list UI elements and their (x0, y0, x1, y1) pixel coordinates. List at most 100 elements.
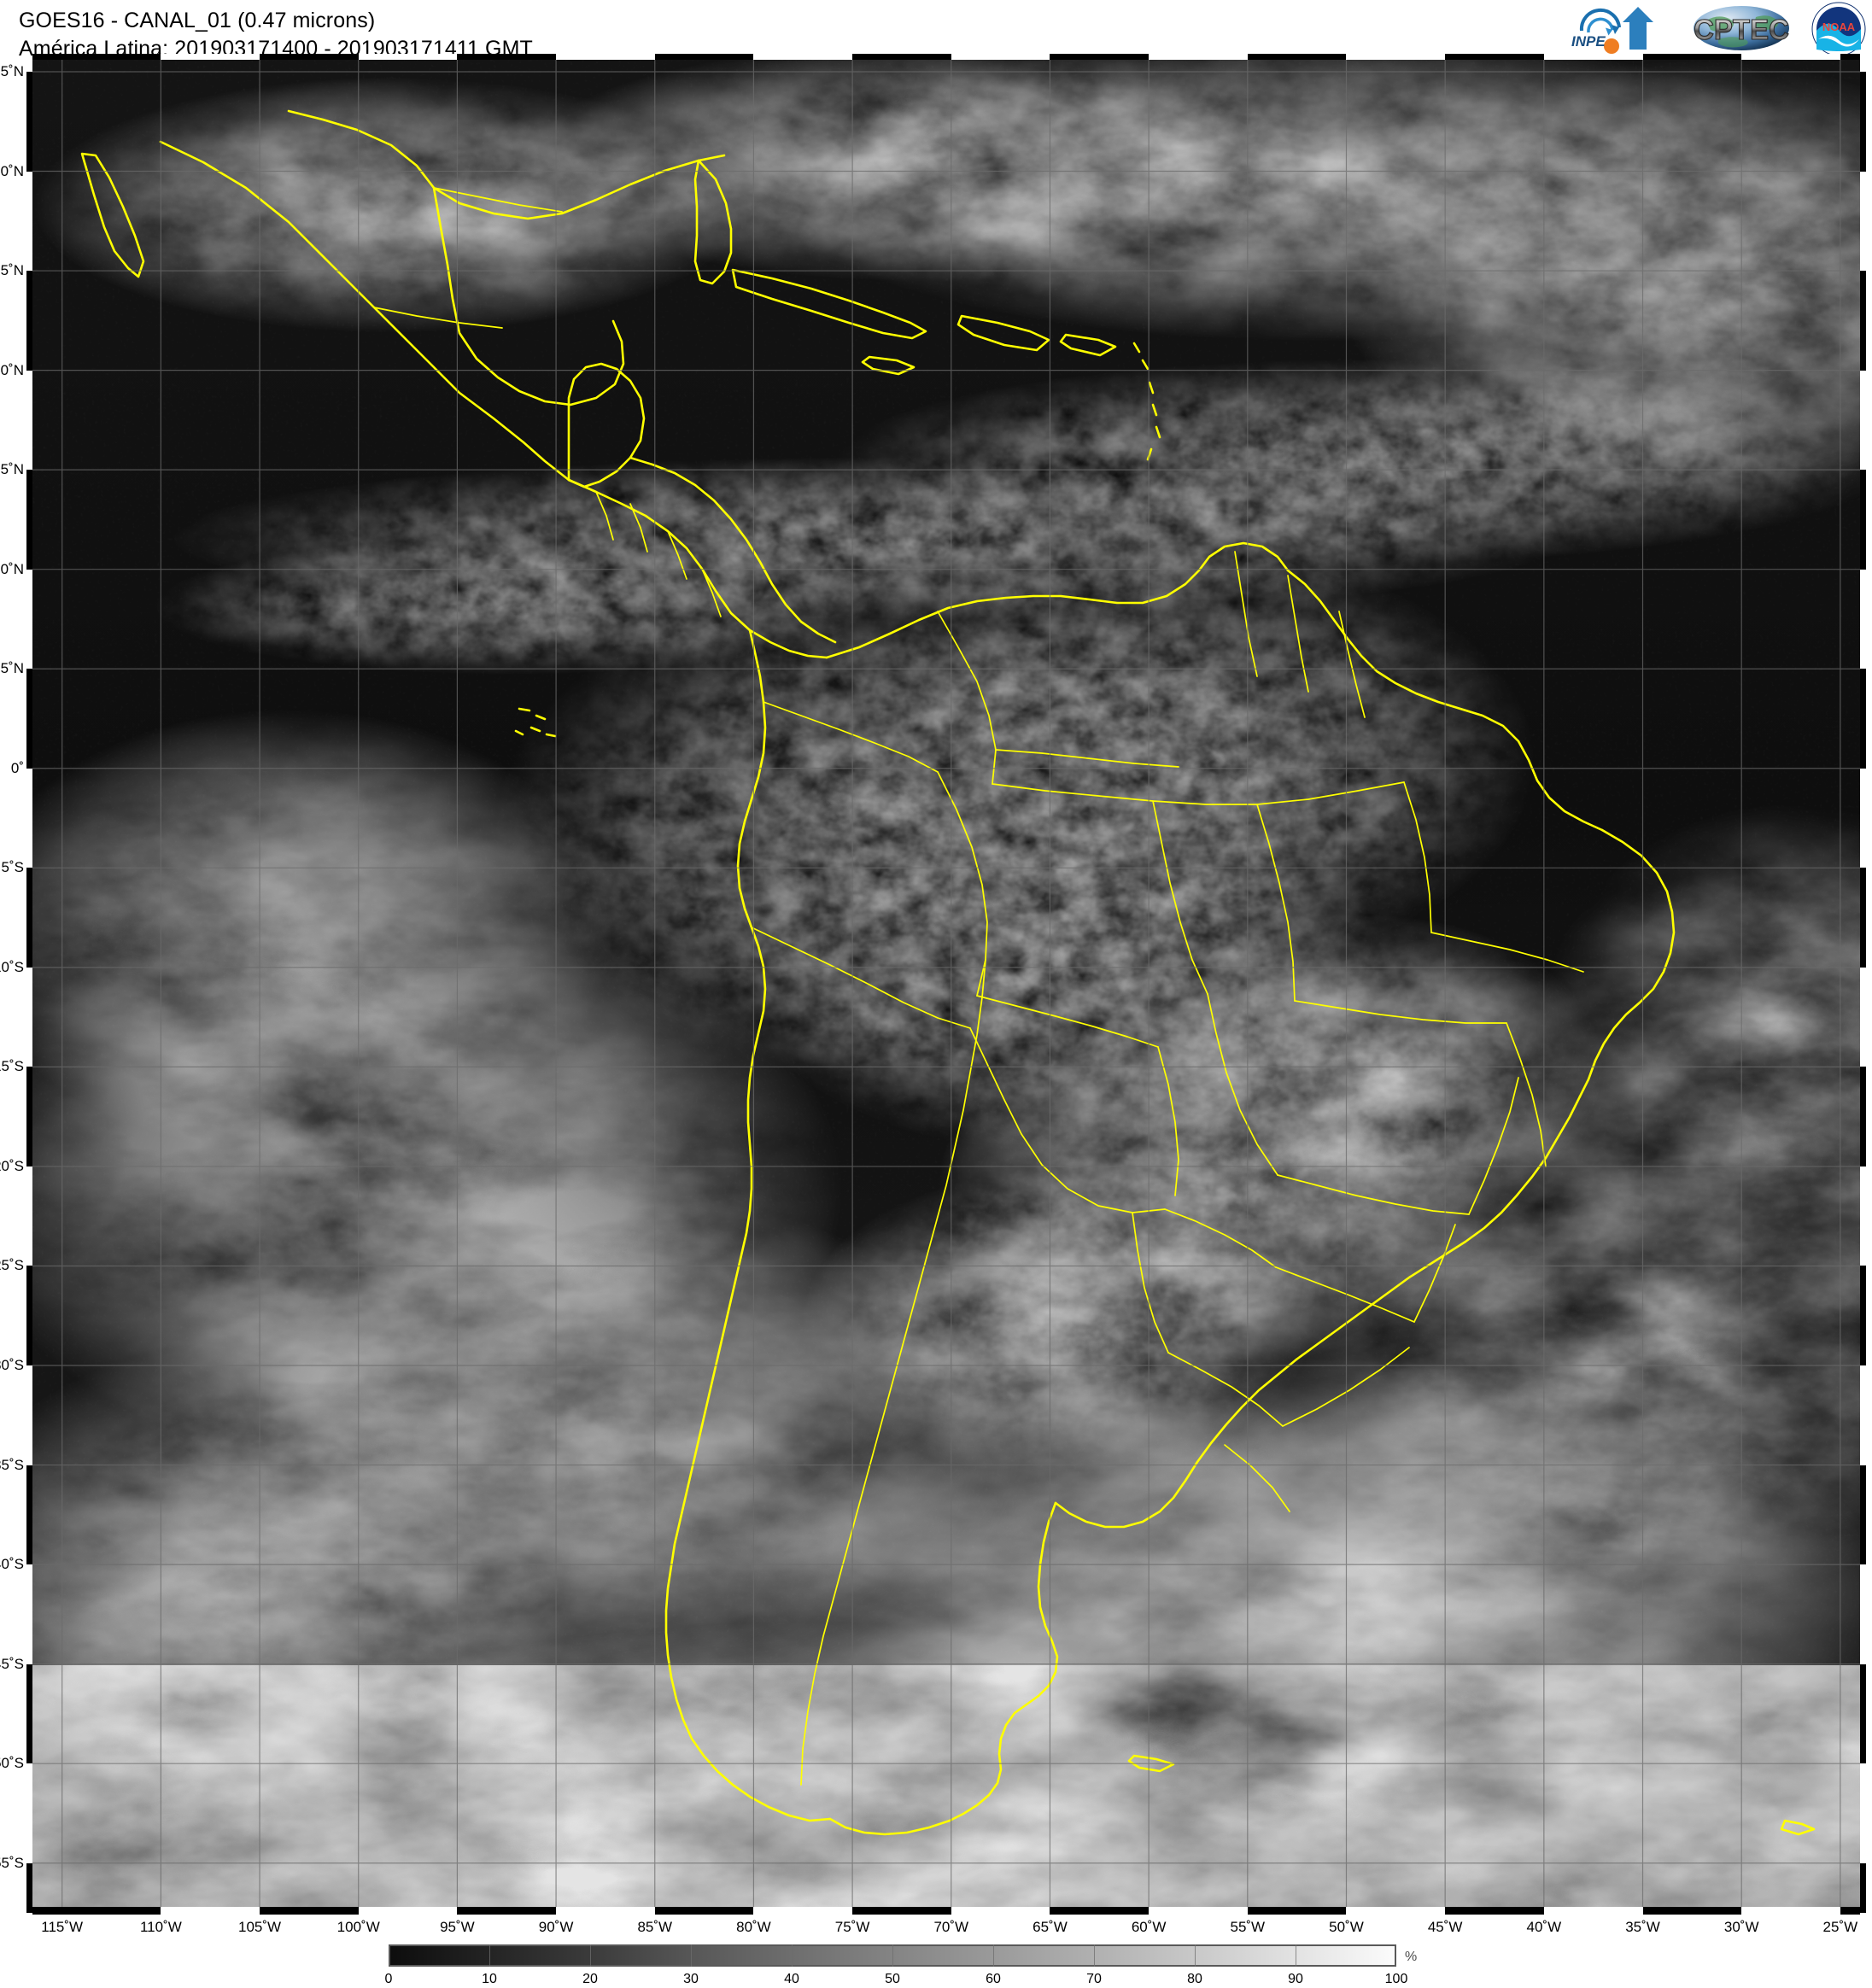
tick-segment (1860, 1862, 1866, 1913)
colorbar-tickmarks (389, 1944, 1396, 1967)
colorbar-tick-label: 20 (582, 1972, 598, 1986)
latitude-label: 10˚S (0, 958, 24, 975)
longitude-label: 80˚W (736, 1919, 771, 1935)
tick-segment (1860, 868, 1866, 968)
tick-segment (1050, 54, 1150, 60)
colorbar-tick-label: 90 (1288, 1972, 1303, 1986)
colorbar-tick (792, 1944, 793, 1967)
longitude-label: 115˚W (41, 1919, 84, 1935)
colorbar-unit-label: % (1405, 1950, 1418, 1964)
tick-segment (1860, 271, 1866, 371)
tick-segment (1642, 1907, 1742, 1915)
longitude-label: 90˚W (538, 1919, 574, 1935)
latitude-label: 0˚ (10, 759, 24, 776)
satellite-image-canvas (32, 60, 1860, 1913)
latitude-label: 10˚N (0, 560, 24, 577)
tick-segment (26, 1862, 32, 1913)
latitude-label: 15˚N (0, 461, 24, 478)
cloud-fields (32, 60, 1860, 1913)
tick-segment (32, 54, 62, 60)
colorbar-tick (489, 1944, 490, 1967)
tick-segment (1860, 1266, 1866, 1365)
colorbar-tick-label: 60 (986, 1972, 1001, 1986)
longitude-label: 110˚W (139, 1919, 182, 1935)
tick-segment (1445, 1907, 1544, 1915)
tick-segment (1247, 1907, 1347, 1915)
colorbar-tick-label: 100 (1384, 1972, 1408, 1986)
tick-segment (654, 54, 754, 60)
colorbar-tick-label: 30 (683, 1972, 699, 1986)
latitude-label: 30˚S (0, 1357, 24, 1374)
colorbar-tick-label: 50 (885, 1972, 900, 1986)
tick-segment (852, 54, 951, 60)
tick-segment (61, 54, 161, 60)
noaa-logo-text: NOAA (1822, 20, 1856, 33)
tick-segment (1840, 1907, 1860, 1915)
colorbar-tick (993, 1944, 994, 1967)
colorbar-tick-label: 80 (1187, 1972, 1202, 1986)
latitude-label: 35˚S (0, 1456, 24, 1473)
cptec-logo: CPTEC (1694, 6, 1789, 50)
tick-segment (61, 1907, 161, 1915)
axis-tickbar-bottom (32, 1907, 1860, 1915)
tick-segment (1642, 54, 1742, 60)
tick-segment (260, 54, 359, 60)
satellite-map[interactable] (32, 60, 1860, 1913)
latitude-label: 15˚S (0, 1058, 24, 1075)
colorbar[interactable] (389, 1944, 1396, 1967)
inpe-logo: INPE (1571, 7, 1653, 54)
colorbar-tick (1195, 1944, 1196, 1967)
inpe-logo-text: INPE (1571, 33, 1606, 50)
colorbar-tick-label: 70 (1086, 1972, 1102, 1986)
tick-segment (1050, 1907, 1150, 1915)
latitude-label: 25˚S (0, 1257, 24, 1274)
tick-segment (32, 1907, 62, 1915)
colorbar-tick (892, 1944, 893, 1967)
tick-segment (26, 71, 32, 172)
longitude-label: 60˚W (1131, 1919, 1167, 1935)
graticule (32, 60, 1860, 1913)
longitude-label: 75˚W (834, 1919, 870, 1935)
tick-segment (26, 868, 32, 968)
tick-segment (654, 1907, 754, 1915)
tick-segment (26, 271, 32, 371)
axis-tickbar-top (32, 54, 1860, 60)
noaa-logo: NOAA NATIONAL OCEANIC AND ATMOSPHERIC AD… (1811, 2, 1866, 56)
colorbar-tick (1094, 1944, 1095, 1967)
longitude-label: 55˚W (1230, 1919, 1266, 1935)
latitude-label: 35˚N (0, 62, 24, 79)
longitude-label: 100˚W (336, 1919, 380, 1935)
tick-segment (1445, 54, 1544, 60)
longitude-label: 65˚W (1033, 1919, 1068, 1935)
tick-segment (1247, 54, 1347, 60)
latitude-label: 5˚S (1, 859, 24, 876)
logo-group: INPE CPTEC (1570, 1, 1867, 57)
colorbar-tick-label: 10 (482, 1972, 497, 1986)
longitude-label: 105˚W (238, 1919, 282, 1935)
latitude-label: 30˚N (0, 162, 24, 179)
latitude-label: 50˚S (0, 1755, 24, 1772)
coastline-layer (80, 109, 1816, 1836)
axis-tickbar-left (26, 60, 32, 1913)
tick-segment (457, 1907, 557, 1915)
tick-segment (26, 669, 32, 769)
header: GOES16 - CANAL_01 (0.47 microns) América… (0, 0, 1872, 61)
tick-segment (1860, 71, 1866, 172)
latitude-label: 5˚N (0, 660, 24, 677)
colorbar-tick (691, 1944, 692, 1967)
tick-segment (26, 470, 32, 570)
tick-segment (260, 1907, 359, 1915)
tick-segment (26, 1465, 32, 1565)
latitude-label: 25˚N (0, 262, 24, 279)
longitude-label: 70˚W (933, 1919, 969, 1935)
tick-segment (1860, 1465, 1866, 1565)
longitude-label: 95˚W (440, 1919, 475, 1935)
longitude-label: 45˚W (1427, 1919, 1463, 1935)
latitude-label: 20˚S (0, 1157, 24, 1174)
latitude-label: 45˚S (0, 1655, 24, 1672)
colorbar-tick-label: 40 (784, 1972, 799, 1986)
tick-segment (1860, 1663, 1866, 1764)
longitude-label: 25˚W (1822, 1919, 1858, 1935)
cptec-logo-text: CPTEC (1694, 14, 1789, 45)
longitude-label: 50˚W (1329, 1919, 1364, 1935)
